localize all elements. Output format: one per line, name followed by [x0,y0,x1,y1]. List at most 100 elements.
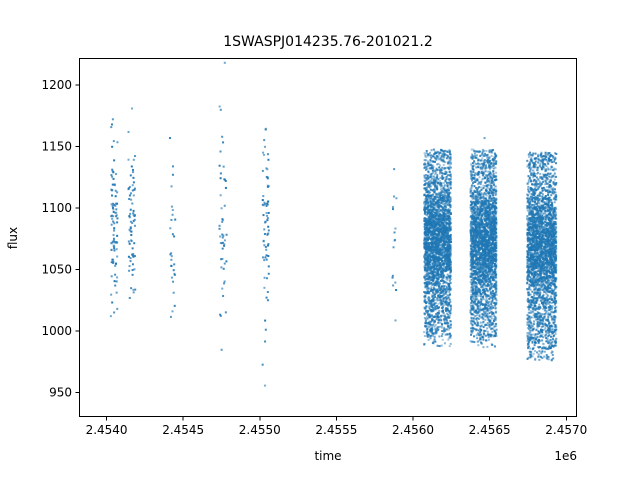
data-point [432,180,435,183]
data-point [437,269,440,272]
data-point [426,229,429,232]
data-point [433,215,436,218]
data-point [495,287,498,290]
data-point [223,280,226,283]
data-point [430,156,433,159]
data-point [470,272,473,275]
data-point [476,313,479,316]
data-point [435,318,438,321]
data-point [439,176,442,179]
data-point [435,238,438,241]
data-point [489,279,492,282]
data-point [219,172,222,175]
data-point [435,196,438,198]
data-point [447,235,450,238]
data-point [481,187,484,190]
data-point [473,220,476,223]
data-point [482,281,485,284]
data-point [439,217,442,220]
data-point [423,232,426,235]
data-point [442,247,445,250]
data-point [435,192,438,195]
data-point [423,331,426,334]
data-point [427,338,430,341]
data-point [433,222,436,225]
data-point [476,340,479,343]
data-point [478,229,481,232]
data-point [444,225,447,228]
data-point [429,252,432,255]
data-point [425,188,428,191]
data-point [449,263,452,266]
data-point [132,254,135,257]
data-point [172,291,175,294]
data-point [433,315,436,318]
data-point [435,259,438,262]
data-point [471,287,474,290]
data-point [441,323,444,326]
data-point [443,237,446,240]
data-point [425,179,428,182]
data-point [219,242,222,245]
data-point [442,155,445,158]
data-point [447,208,450,211]
data-point [485,223,488,226]
data-point [433,325,436,328]
data-point [431,205,434,208]
data-point [481,259,484,262]
data-point [443,240,446,243]
data-point [221,287,224,290]
data-point [426,280,429,283]
data-point [266,233,269,236]
data-point [435,219,438,222]
data-point [495,281,498,284]
data-point [225,233,228,236]
data-point [470,283,473,286]
data-point [474,179,477,182]
data-point [439,170,442,173]
data-point [437,222,440,225]
data-point [490,203,493,206]
data-point [474,156,477,159]
data-point [449,307,452,310]
data-point [446,217,449,220]
data-point [434,252,437,255]
data-point [430,178,433,181]
data-point [469,272,472,275]
data-point [442,264,445,267]
data-point [479,266,482,269]
data-point [492,279,495,282]
data-point [447,258,450,261]
data-point [435,217,438,220]
data-point [448,224,451,227]
data-point [478,207,481,210]
data-point [483,211,486,214]
data-point [447,246,450,249]
data-point [478,261,481,264]
data-point [435,205,438,208]
data-point [429,209,432,212]
data-point [432,322,435,325]
data-point [430,224,433,227]
data-point [440,216,443,219]
data-point [426,256,429,259]
data-point [423,211,426,214]
data-point [447,217,450,220]
data-point [482,184,485,187]
data-point [441,272,444,275]
data-point [439,325,442,328]
data-point [470,195,473,198]
data-point [112,262,115,265]
data-point [478,270,481,273]
data-point [439,169,442,172]
data-point [446,216,449,219]
data-point [264,145,266,148]
data-point [442,242,445,245]
data-point [133,268,136,271]
data-point [434,200,437,203]
data-point [431,324,434,327]
data-point [487,201,490,204]
data-point [113,222,116,225]
data-point [445,223,448,226]
data-point [478,305,481,308]
